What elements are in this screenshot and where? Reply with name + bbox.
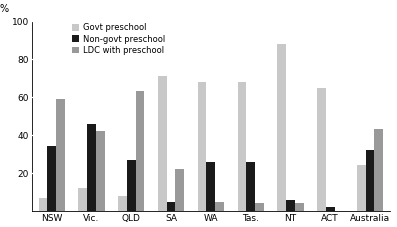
Bar	[78, 188, 87, 211]
Bar	[96, 131, 105, 211]
Bar	[326, 207, 335, 211]
Bar	[206, 162, 215, 211]
Bar	[255, 203, 264, 211]
Bar	[175, 169, 184, 211]
Bar	[295, 203, 304, 211]
Bar	[237, 82, 246, 211]
Bar	[56, 99, 65, 211]
Bar	[158, 76, 167, 211]
Bar	[366, 150, 374, 211]
Bar	[136, 91, 145, 211]
Bar	[127, 160, 136, 211]
Bar	[198, 82, 206, 211]
Bar	[47, 146, 56, 211]
Legend: Govt preschool, Non-govt preschool, LDC with preschool: Govt preschool, Non-govt preschool, LDC …	[72, 23, 165, 54]
Bar	[357, 165, 366, 211]
Bar	[167, 202, 175, 211]
Bar	[87, 124, 96, 211]
Bar	[118, 196, 127, 211]
Bar	[317, 88, 326, 211]
Text: %: %	[0, 4, 9, 14]
Bar	[39, 198, 47, 211]
Bar	[277, 44, 286, 211]
Bar	[215, 202, 224, 211]
Bar	[286, 200, 295, 211]
Bar	[374, 129, 383, 211]
Bar	[246, 162, 255, 211]
